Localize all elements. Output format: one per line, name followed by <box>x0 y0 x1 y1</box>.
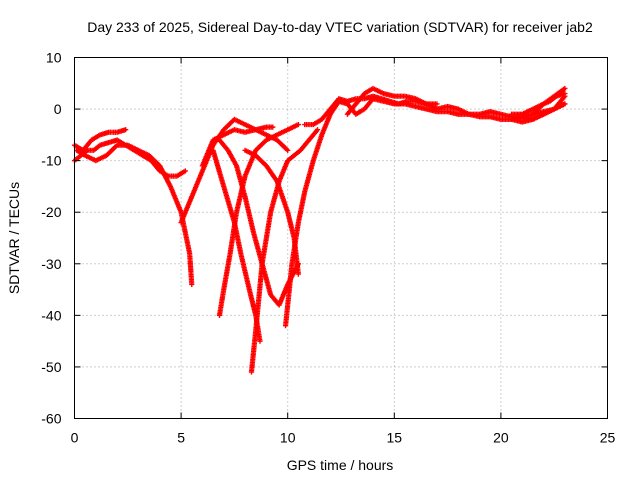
series-track-9 <box>248 127 321 375</box>
plot-frame <box>74 57 608 419</box>
data-point-marker <box>285 147 291 153</box>
data-point-marker <box>434 101 440 107</box>
y-tick-label: -20 <box>41 204 61 220</box>
axes: 0 5 10 15 20 25 10 0 -10 -20 -30 -40 -50 -60 <box>41 50 615 446</box>
data-point-marker <box>123 127 129 133</box>
x-tick-label: 15 <box>387 430 403 446</box>
series-track-17 <box>530 85 568 117</box>
data-point-marker <box>562 101 568 107</box>
x-axis-label: GPS time / hours <box>287 457 394 473</box>
data-point-marker <box>295 121 301 128</box>
series-track-10 <box>242 147 301 277</box>
x-tick-label: 25 <box>600 430 616 446</box>
series-track-3 <box>74 142 195 288</box>
chart-title: Day 233 of 2025, Sidereal Day-to-day VTE… <box>87 19 593 35</box>
x-tick-label: 0 <box>71 430 79 446</box>
x-tick-label: 5 <box>177 430 185 446</box>
y-tick-label: -60 <box>41 411 61 427</box>
data-point-marker <box>562 93 568 99</box>
data-point-marker <box>314 127 321 133</box>
data-point-marker <box>189 281 195 288</box>
y-tick-label: -40 <box>41 307 61 323</box>
y-tick-label: -50 <box>41 359 61 375</box>
series-track-16 <box>508 93 568 122</box>
x-tick-label: 20 <box>493 430 509 446</box>
data-point-marker <box>257 338 263 344</box>
x-tick-label: 10 <box>280 430 296 446</box>
data-point-marker <box>270 124 276 130</box>
series-track-14 <box>370 96 568 125</box>
y-axis-label: SDTVAR / TECUs <box>6 182 22 294</box>
series-track-2 <box>71 127 129 153</box>
series-track-8 <box>216 121 301 318</box>
y-tick-label: -10 <box>41 153 61 169</box>
y-tick-label: -30 <box>41 256 61 272</box>
series-track-11 <box>282 96 376 329</box>
data-point-marker <box>562 85 568 92</box>
series-track-5 <box>199 124 276 169</box>
y-tick-label: 0 <box>54 101 62 117</box>
data-point-marker <box>182 168 188 174</box>
data-point-marker <box>295 271 301 277</box>
data-series <box>71 85 568 375</box>
y-tick-label: 10 <box>46 50 62 66</box>
